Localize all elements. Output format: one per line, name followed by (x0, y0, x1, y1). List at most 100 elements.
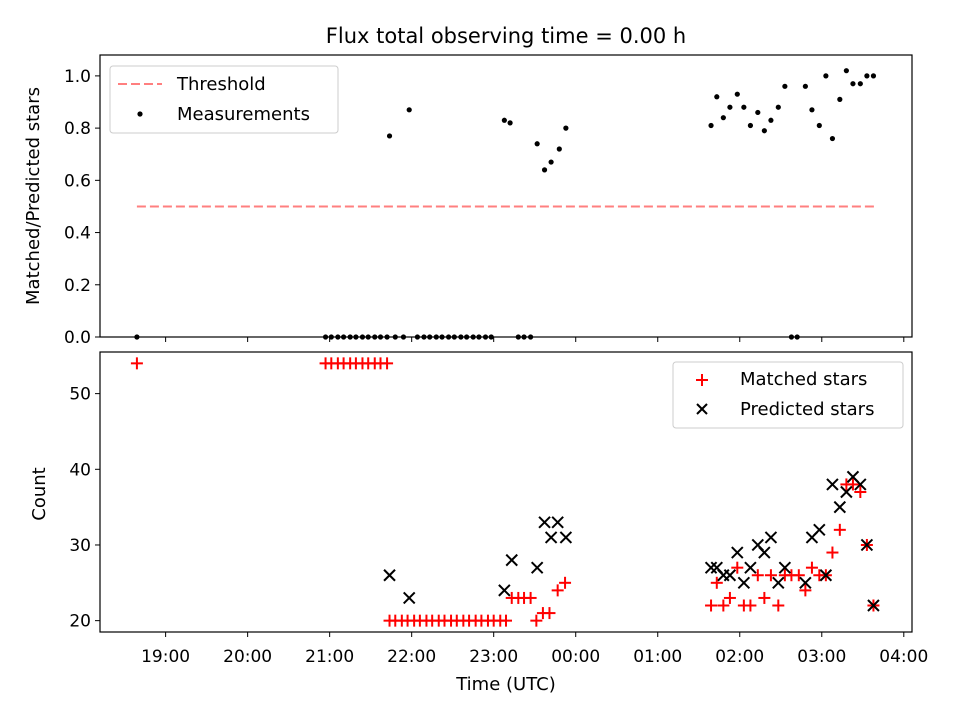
measurement-point (421, 334, 427, 340)
x-tick-label: 00:00 (551, 647, 600, 667)
measurements-legend-swatch (137, 111, 143, 117)
measurement-point (782, 83, 788, 89)
predicted-star-point (505, 553, 518, 567)
measurement-point (857, 81, 863, 87)
measurement-point (439, 334, 445, 340)
measurement-point (541, 167, 548, 173)
x-tick-label: 01:00 (633, 647, 682, 667)
predicted-star-point (530, 561, 544, 574)
predicted-star-point (723, 569, 737, 582)
measurement-point (816, 122, 822, 129)
measurement-point (741, 104, 747, 110)
measurement-point (727, 104, 733, 110)
matched-star-point (799, 584, 812, 597)
measurement-point (377, 334, 384, 340)
matched-star-point (723, 591, 736, 604)
measurement-point (384, 334, 390, 340)
matched-star-point (758, 591, 771, 604)
measurement-point (501, 117, 507, 123)
ratio-y-tick-label: 0.2 (64, 276, 91, 296)
predicted-star-point (772, 576, 785, 590)
x-tick-label: 04:00 (879, 647, 928, 667)
matched-star-point (792, 569, 805, 582)
measurement-point (850, 81, 856, 87)
matched-star-point (524, 591, 537, 604)
measurement-point (521, 334, 527, 340)
measurement-point (829, 135, 836, 142)
predicted-star-point (498, 584, 511, 597)
measurement-point (837, 96, 843, 102)
threshold-legend-label: Threshold (176, 74, 266, 95)
ratio-y-tick-label: 0.8 (64, 119, 91, 139)
predicted-star-point (744, 561, 757, 574)
matched-star-point (833, 523, 846, 536)
predicted-star-point (737, 576, 751, 590)
x-tick-label: 20:00 (223, 647, 272, 667)
measurement-point (347, 334, 353, 340)
measurement-point (556, 146, 562, 152)
predicted-star-point (544, 531, 558, 544)
matched-star-point (805, 561, 818, 574)
measurement-point (843, 68, 849, 74)
predicted-star-point (383, 569, 396, 582)
predicted-legend-label: Predicted stars (740, 399, 874, 420)
measurement-point (433, 334, 439, 340)
matched-star-point (530, 614, 543, 627)
measurement-point (406, 107, 412, 113)
ratio-legend-box (109, 65, 339, 134)
count-panel: Count Time (UTC) (29, 351, 913, 695)
predicted-star-point (559, 531, 573, 544)
matched-legend-swatch (696, 374, 708, 386)
count-plot-area (99, 351, 913, 633)
measurement-point (714, 94, 720, 100)
measurement-point (768, 117, 774, 123)
predicted-star-point (799, 576, 812, 590)
matched-star-point (731, 561, 744, 574)
ratio-y-tick-label: 0.6 (64, 171, 91, 191)
matched-star-point (710, 576, 723, 589)
count-y-tick-label: 50 (69, 385, 91, 405)
x-tick-label: 21:00 (305, 647, 354, 667)
chart-title: Flux total observing time = 0.00 h (326, 24, 686, 48)
matched-star-point (772, 599, 785, 612)
count-legend-box (672, 361, 904, 429)
x-tick-label: 03:00 (797, 647, 846, 667)
measurement-point (708, 122, 714, 129)
x-tick-label: 22:00 (387, 647, 436, 667)
matched-star-point (717, 599, 730, 612)
predicted-star-point (764, 531, 778, 544)
measurement-point (788, 334, 795, 340)
measurement-point (341, 334, 347, 340)
predicted-star-point (403, 591, 416, 605)
measurement-point (809, 107, 815, 113)
predicted-star-point (778, 561, 792, 574)
count-legend: Matched stars Predicted stars (672, 361, 904, 429)
predicted-star-point (840, 485, 853, 499)
count-y-tick-label: 30 (69, 536, 91, 556)
matched-star-point (130, 357, 143, 370)
count-y-axis-label: Count (29, 467, 50, 520)
measurement-point (534, 141, 540, 147)
x-tick-label: 19:00 (141, 647, 190, 667)
predicted-star-point (758, 546, 771, 559)
measurement-point (563, 125, 569, 131)
measurement-point (528, 334, 534, 340)
measurement-point (755, 109, 761, 116)
ratio-y-tick-label: 0.0 (64, 328, 91, 348)
measurement-point (134, 334, 140, 340)
measurement-point (464, 334, 470, 340)
ratio-legend: Threshold Measurements (109, 65, 339, 134)
predicted-star-point (833, 500, 847, 514)
measurement-point (507, 120, 513, 126)
measurement-point (335, 334, 341, 340)
matched-star-point (751, 569, 764, 582)
matched-legend-label: Matched stars (740, 369, 867, 390)
matched-star-point (705, 599, 718, 612)
predicted-star-point (551, 516, 564, 529)
matched-star-point (764, 569, 777, 582)
measurement-point (386, 133, 393, 139)
measurement-point (720, 115, 726, 121)
measurement-point (802, 83, 808, 89)
ratio-y-tick-label: 1.0 (64, 67, 91, 87)
